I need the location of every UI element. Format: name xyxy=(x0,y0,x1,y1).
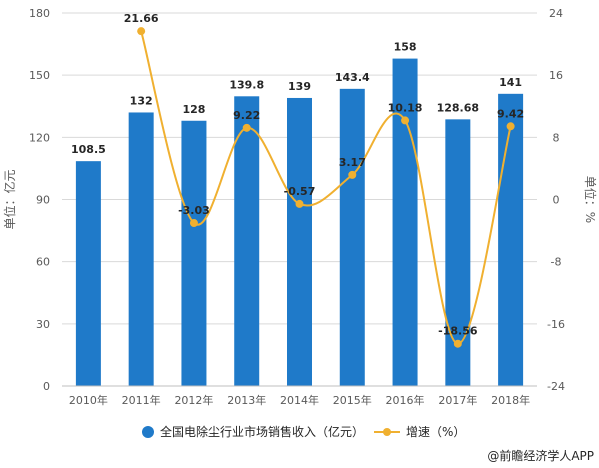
growth-value-label: 21.66 xyxy=(124,12,159,25)
x-tick-label: 2011年 xyxy=(122,393,161,407)
y-left-axis-title: 单位：亿元 xyxy=(2,169,17,229)
growth-point-3 xyxy=(189,219,198,228)
bar-value-label: 128.68 xyxy=(437,101,479,114)
legend-marker-sales xyxy=(142,426,154,438)
bar-4 xyxy=(234,96,260,386)
x-tick-label: 2018年 xyxy=(491,393,530,407)
y-right-tick-label: 16 xyxy=(549,69,563,82)
y-right-axis-title: 单位：% xyxy=(583,176,598,223)
growth-point-7 xyxy=(401,116,410,125)
growth-value-label: -3.03 xyxy=(178,204,210,217)
bar-value-label: 132 xyxy=(130,94,153,107)
y-right-tick-label: -8 xyxy=(551,256,562,269)
bar-5 xyxy=(287,97,312,386)
bar-value-label: 141 xyxy=(499,76,522,89)
bar-value-label: 139 xyxy=(288,80,311,93)
x-tick-label: 2014年 xyxy=(280,393,319,407)
y-right-tick-label: 24 xyxy=(549,7,563,20)
y-right-tick-label: -16 xyxy=(547,318,565,331)
growth-point-5 xyxy=(295,199,304,208)
bar-1 xyxy=(75,161,101,386)
legend-marker-growth xyxy=(383,428,391,436)
growth-point-6 xyxy=(348,170,357,179)
bar-value-label: 143.4 xyxy=(335,71,370,84)
x-tick-label: 2016年 xyxy=(386,393,425,407)
x-tick-label: 2015年 xyxy=(333,393,372,407)
legend-label-sales: 全国电除尘行业市场销售收入（亿元） xyxy=(160,424,364,439)
legend-label-growth: 增速（%） xyxy=(406,425,465,439)
y-right-tick-label: -24 xyxy=(547,380,565,393)
credit-text: @前瞻经济学人APP xyxy=(487,448,594,463)
growth-value-label: 3.17 xyxy=(339,156,366,169)
growth-value-label: 9.22 xyxy=(233,109,260,122)
bar-9 xyxy=(498,93,524,387)
bar-6 xyxy=(339,88,365,387)
y-right-tick-label: 0 xyxy=(553,194,560,207)
y-left-tick-label: 180 xyxy=(29,7,50,20)
y-left-tick-label: 150 xyxy=(29,69,50,82)
growth-value-label: 10.18 xyxy=(388,101,423,114)
bar-value-label: 139.8 xyxy=(229,78,264,91)
bar-value-label: 108.5 xyxy=(71,143,106,156)
bar-2 xyxy=(128,112,154,386)
y-left-tick-label: 90 xyxy=(36,194,50,207)
bar-value-label: 128 xyxy=(182,103,205,116)
x-tick-label: 2017年 xyxy=(438,393,477,407)
growth-point-9 xyxy=(506,122,515,131)
x-tick-label: 2012年 xyxy=(174,393,213,407)
bar-3 xyxy=(181,120,207,386)
growth-value-label: -0.57 xyxy=(284,185,316,198)
growth-value-label: -18.56 xyxy=(438,325,478,338)
y-left-tick-label: 0 xyxy=(43,380,50,393)
bar-value-label: 158 xyxy=(394,41,417,54)
growth-point-2 xyxy=(137,27,146,36)
x-tick-label: 2013年 xyxy=(227,393,266,407)
x-tick-label: 2010年 xyxy=(69,393,108,407)
y-left-tick-label: 120 xyxy=(29,131,50,144)
y-left-tick-label: 30 xyxy=(36,318,50,331)
growth-point-4 xyxy=(242,123,251,132)
growth-point-8 xyxy=(453,339,462,348)
growth-value-label: 9.42 xyxy=(497,107,524,120)
y-left-tick-label: 60 xyxy=(36,256,50,269)
y-right-tick-label: 8 xyxy=(553,131,560,144)
